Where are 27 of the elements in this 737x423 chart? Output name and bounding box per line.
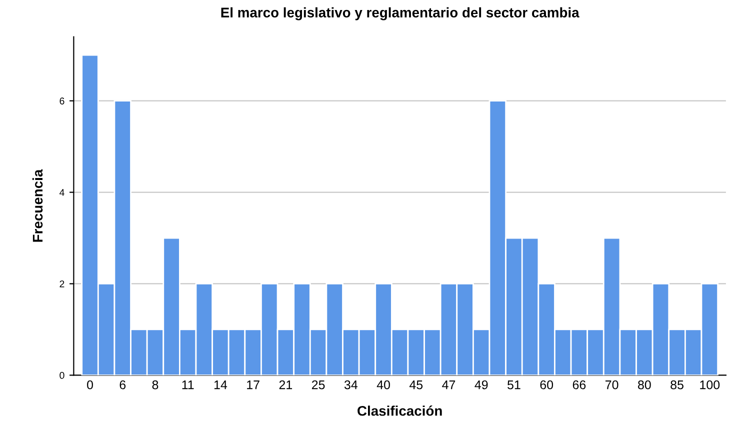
x-tick-label: 40 [376,380,390,390]
x-tick-label: 34 [344,380,358,390]
y-tick-label: 4 [59,189,64,196]
x-tick-label: 85 [670,380,684,390]
x-tick-label: 80 [638,380,651,390]
x-tick-label: 60 [540,380,554,390]
x-tick-label: 70 [605,380,618,390]
x-tick-label: 49 [474,380,488,390]
y-tick-label: 0 [60,372,64,379]
x-tick-label: 47 [442,380,456,390]
x-tick-label: 6 [120,380,126,390]
chart-title: El marco legislativo y reglamentario del sector cambia [221,7,580,20]
y-tick-label: 2 [60,280,64,288]
x-tick-label: 8 [152,380,158,390]
x-axis-title: Clasificación [358,405,442,416]
x-tick-label: 11 [182,380,194,390]
x-tick-label: 14 [214,380,228,390]
x-tick-label: 45 [409,380,423,390]
y-axis-title: Frecuencia [32,169,43,242]
x-tick-label: 17 [247,380,260,390]
y-tick-label: 6 [60,98,64,104]
x-tick-label: 51 [508,380,520,390]
x-tick-label: 66 [572,380,586,390]
x-tick-label: 0 [87,380,93,390]
x-tick-label: 100 [700,380,720,390]
x-tick-label: 25 [312,380,325,390]
x-tick-label: 21 [279,380,292,390]
